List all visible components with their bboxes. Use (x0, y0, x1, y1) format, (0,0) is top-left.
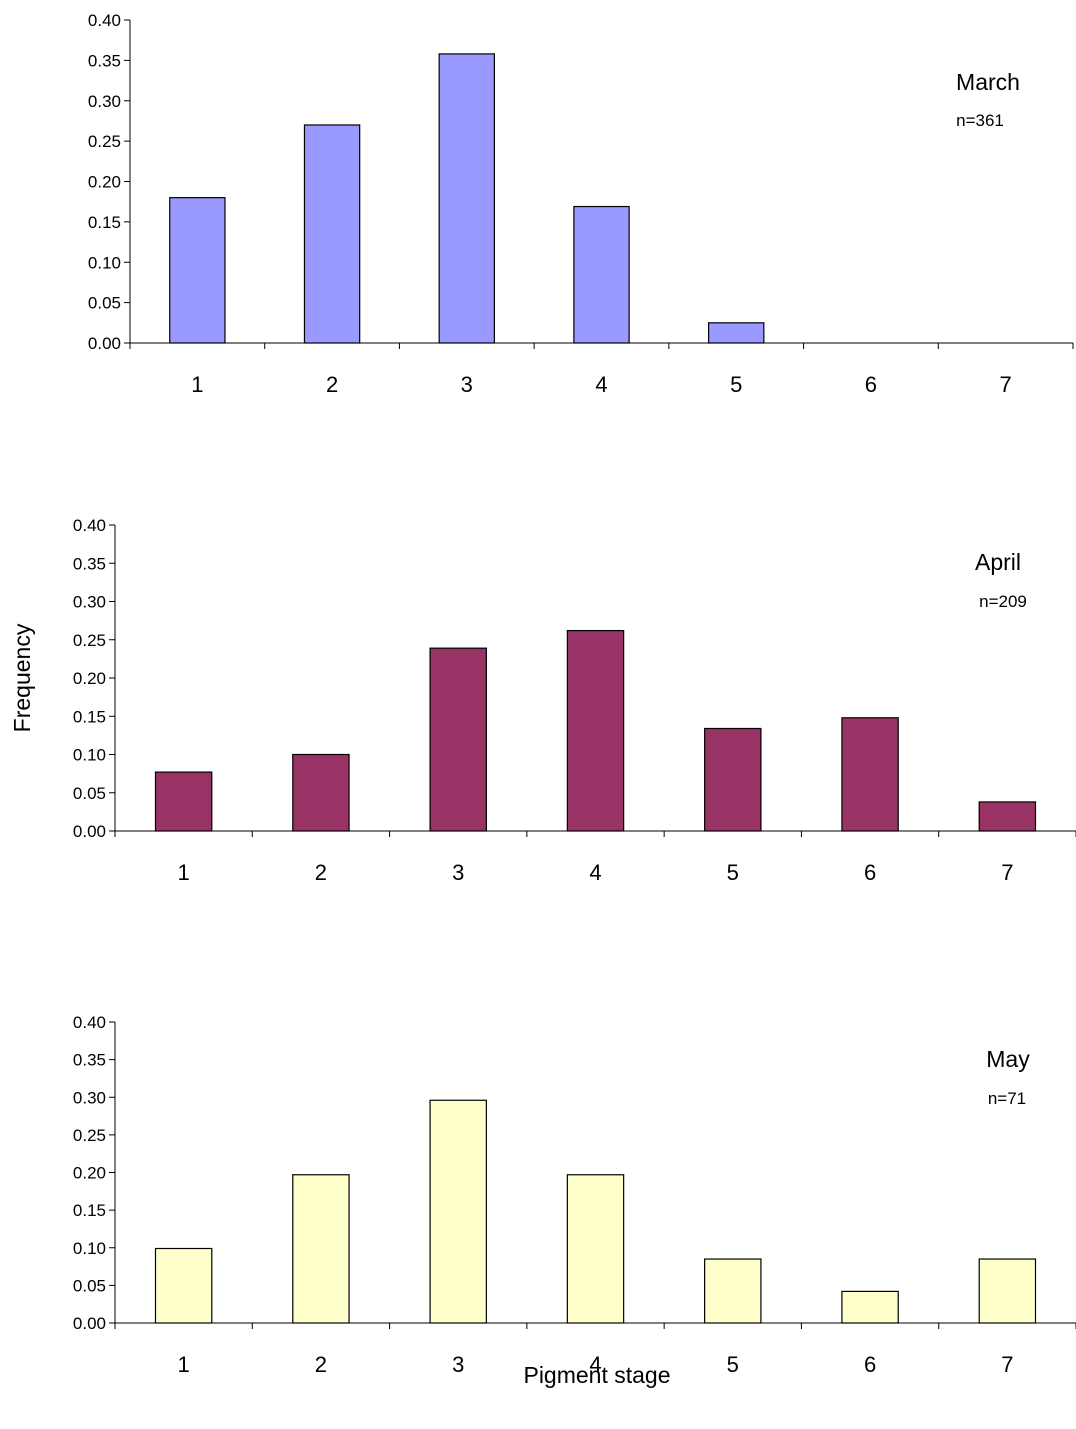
x-tick-label: 6 (865, 372, 877, 397)
y-tick-label: 0.00 (73, 822, 106, 841)
bar-6 (841, 717, 899, 832)
bar-1 (154, 771, 213, 832)
bar-3 (429, 1099, 487, 1324)
chart-panel-april: April n=209 0.00 0.05 0.10 0.15 0.20 0.25 0.30… (73, 516, 1076, 885)
x-tick-label: 7 (1001, 1352, 1013, 1377)
y-tick-label: 0.30 (73, 1088, 106, 1107)
y-tick-label: 0.15 (73, 1201, 106, 1220)
y-tick-label: 0.30 (73, 593, 106, 612)
x-tick-label: 7 (1000, 372, 1012, 397)
bar-2 (292, 753, 350, 832)
chart-panel-may: May n=71 0.00 0.05 0.10 0.15 0.20 0.25 0.30 0.3… (73, 1013, 1076, 1377)
y-tick-label: 0.05 (73, 784, 106, 803)
y-tick-label: 0.10 (88, 253, 121, 272)
bar-5 (704, 1258, 762, 1324)
x-tick-label: 1 (178, 860, 190, 885)
y-tick-label: 0.30 (88, 92, 121, 111)
y-tick-label: 0.10 (73, 746, 106, 765)
annotation-sample-size: n=209 (979, 592, 1027, 611)
x-tick-label: 2 (315, 1352, 327, 1377)
bar-7 (978, 801, 1037, 832)
y-tick-label: 0.15 (88, 213, 121, 232)
bar-4 (573, 205, 630, 344)
y-tick-label: 0.40 (73, 516, 106, 535)
bar-1 (169, 197, 226, 344)
y-tick-label: 0.20 (88, 173, 121, 192)
chart-panel-march: March n=361 0.00 0.05 0.10 0.15 0.20 0.25 0.30… (88, 11, 1074, 397)
bar-3 (438, 53, 496, 344)
x-tick-label: 5 (730, 372, 742, 397)
y-tick-label: 0.25 (73, 631, 106, 650)
x-tick-label: 1 (191, 372, 203, 397)
bar-2 (292, 1174, 350, 1324)
x-tick-label: 4 (589, 1352, 601, 1377)
bar-5 (704, 727, 762, 832)
x-tick-label: 2 (315, 860, 327, 885)
y-tick-label: 0.35 (73, 554, 106, 573)
annotation-sample-size: n=361 (956, 111, 1004, 130)
y-tick-label: 0.10 (73, 1239, 106, 1258)
bar-4 (566, 629, 625, 832)
x-tick-label: 4 (589, 860, 601, 885)
y-tick-label: 0.00 (88, 334, 121, 353)
bar-1 (154, 1247, 213, 1324)
bar-3 (429, 647, 487, 832)
bar-2 (303, 124, 361, 344)
x-tick-label: 3 (452, 1352, 464, 1377)
y-tick-label: 0.00 (73, 1314, 106, 1333)
x-tick-label: 7 (1001, 860, 1013, 885)
bar-5 (707, 322, 765, 344)
x-tick-label: 6 (864, 860, 876, 885)
x-tick-label: 6 (864, 1352, 876, 1377)
x-tick-label: 3 (461, 372, 473, 397)
y-tick-label: 0.35 (73, 1051, 106, 1070)
annotation-month: March (956, 69, 1020, 95)
annotation-sample-size: n=71 (988, 1089, 1026, 1108)
y-tick-label: 0.15 (73, 707, 106, 726)
y-tick-label: 0.35 (88, 51, 121, 70)
annotation-month: April (975, 549, 1021, 575)
x-tick-label: 3 (452, 860, 464, 885)
y-tick-label: 0.25 (73, 1126, 106, 1145)
x-axis-title: Pigment stage (523, 1362, 670, 1388)
y-axis-title: Frequency (9, 623, 35, 732)
y-tick-label: 0.05 (73, 1276, 106, 1295)
x-tick-label: 1 (178, 1352, 190, 1377)
x-tick-label: 5 (727, 860, 739, 885)
y-tick-label: 0.40 (88, 11, 121, 30)
annotation-month: May (986, 1046, 1030, 1072)
y-tick-label: 0.25 (88, 132, 121, 151)
bar-7 (978, 1258, 1037, 1324)
y-tick-label: 0.20 (73, 1164, 106, 1183)
y-tick-label: 0.20 (73, 669, 106, 688)
y-tick-label: 0.40 (73, 1013, 106, 1032)
y-tick-label: 0.05 (88, 294, 121, 313)
bar-4 (566, 1174, 625, 1324)
x-tick-label: 2 (326, 372, 338, 397)
x-tick-label: 4 (595, 372, 607, 397)
bar-6 (841, 1290, 899, 1324)
x-tick-label: 5 (727, 1352, 739, 1377)
